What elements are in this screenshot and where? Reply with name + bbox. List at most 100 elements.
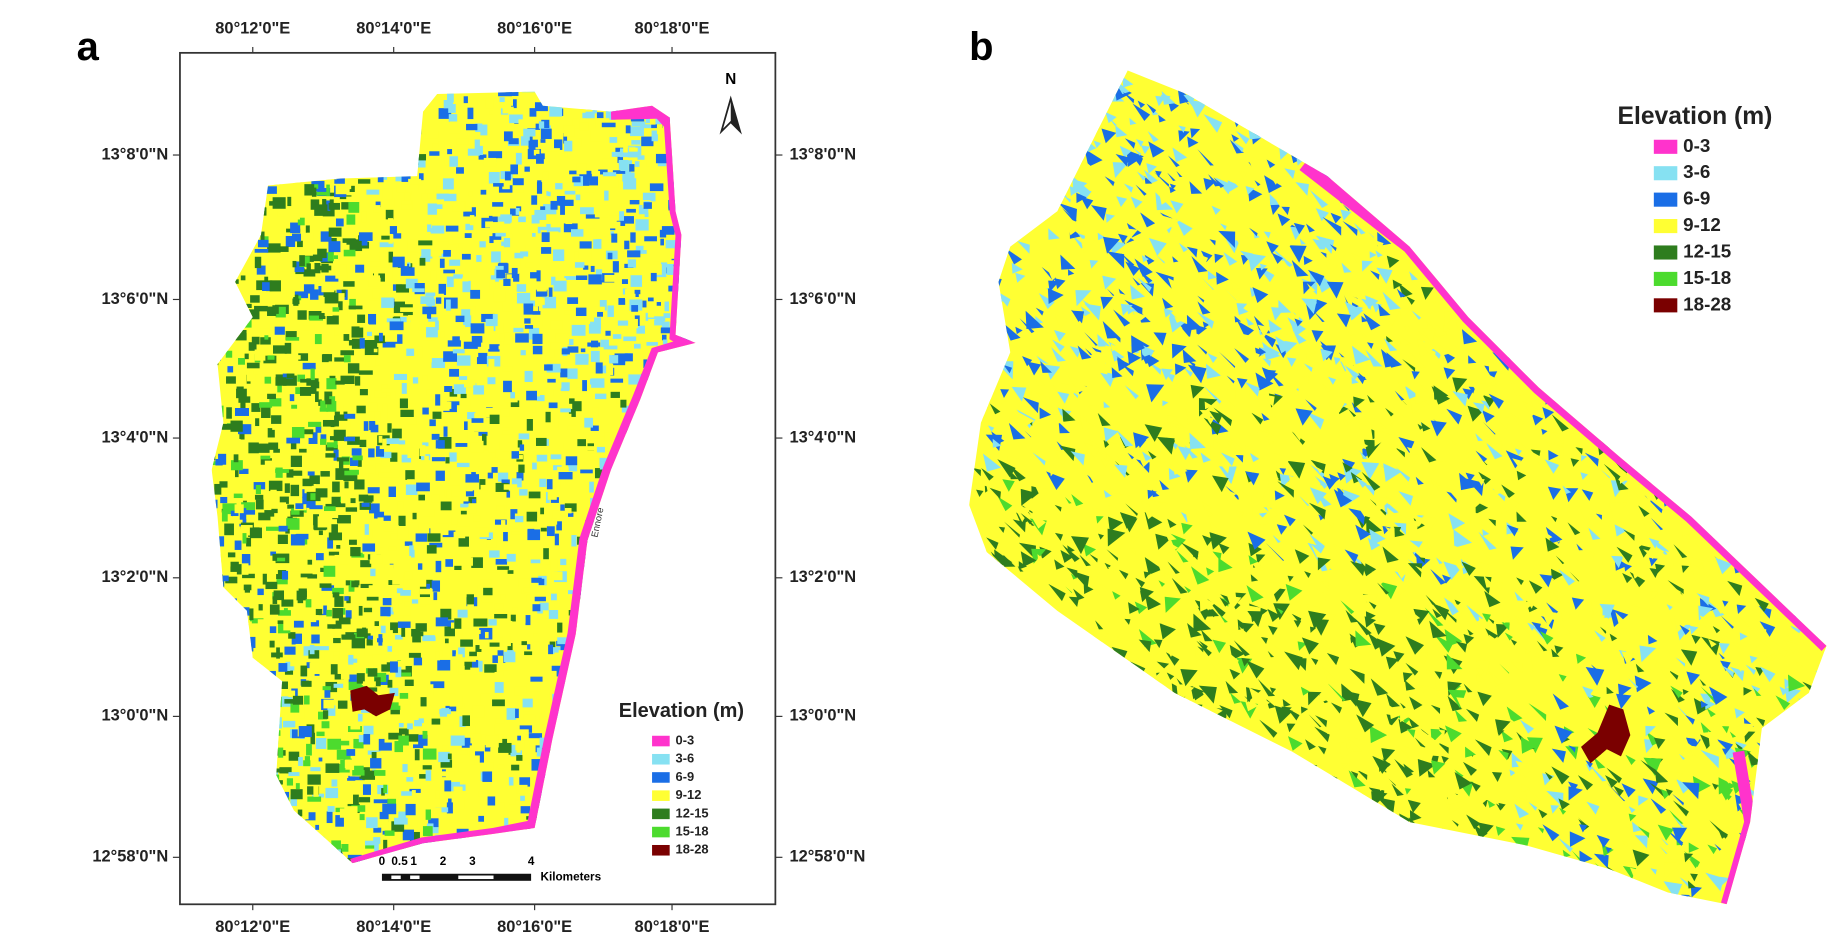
map-patch xyxy=(389,133,398,146)
map-patch xyxy=(514,125,524,133)
map-patch xyxy=(551,839,562,847)
map-patch xyxy=(673,181,683,187)
map-patch xyxy=(437,659,451,671)
map-facet xyxy=(1080,686,1095,701)
map-facet xyxy=(1514,591,1524,601)
map-patch xyxy=(699,356,705,363)
map-facet xyxy=(1791,237,1800,246)
map-patch xyxy=(502,183,510,190)
map-patch xyxy=(541,232,550,243)
map-patch xyxy=(211,99,219,106)
map-patch xyxy=(488,344,500,352)
map-facet xyxy=(1223,252,1238,266)
map-facet xyxy=(1621,445,1629,453)
map-facet xyxy=(1792,749,1806,763)
map-facet xyxy=(1102,320,1121,339)
map-facet xyxy=(1268,319,1282,334)
map-facet xyxy=(1628,341,1641,354)
map-patch xyxy=(461,309,471,316)
map-patch xyxy=(335,109,346,119)
map-facet xyxy=(1153,639,1163,649)
map-facet xyxy=(1209,479,1218,487)
map-patch xyxy=(540,507,545,515)
map-patch xyxy=(683,180,696,186)
map-patch xyxy=(694,352,696,357)
map-patch xyxy=(503,131,513,142)
map-patch xyxy=(471,557,483,568)
map-facet xyxy=(1523,153,1536,166)
map-patch xyxy=(284,646,296,655)
map-facet xyxy=(1524,648,1531,655)
map-patch xyxy=(531,214,540,224)
map-patch xyxy=(279,767,292,774)
map-facet xyxy=(1807,322,1825,340)
map-patch xyxy=(234,146,248,153)
map-facet xyxy=(1689,625,1699,635)
map-patch xyxy=(500,658,510,671)
map-patch xyxy=(422,407,429,415)
map-patch xyxy=(292,620,304,628)
map-patch xyxy=(340,672,350,680)
map-facet xyxy=(1176,628,1187,640)
map-patch xyxy=(232,512,243,524)
map-patch xyxy=(654,477,669,485)
map-facet xyxy=(995,226,1007,238)
map-patch xyxy=(520,136,530,146)
map-patch xyxy=(288,93,302,99)
map-facet xyxy=(1063,836,1082,855)
map-patch xyxy=(548,609,559,619)
map-facet xyxy=(1042,762,1056,776)
map-patch xyxy=(611,488,622,500)
map-facet xyxy=(1555,177,1568,190)
map-patch xyxy=(324,689,331,698)
map-facet xyxy=(1378,303,1391,317)
map-facet xyxy=(1400,860,1410,870)
map-facet xyxy=(1072,629,1084,641)
map-facet xyxy=(1603,126,1610,134)
map-facet xyxy=(1558,192,1573,207)
map-facet xyxy=(1355,106,1366,117)
map-patch xyxy=(328,241,341,253)
map-facet xyxy=(1164,596,1181,613)
map-patch xyxy=(370,554,383,564)
map-facet xyxy=(1818,880,1827,891)
map-patch xyxy=(398,122,412,127)
map-facet xyxy=(1391,214,1402,225)
map-patch xyxy=(489,414,500,425)
map-patch xyxy=(619,554,627,565)
map-facet xyxy=(1022,93,1034,105)
map-patch xyxy=(551,148,560,152)
map-facet xyxy=(1689,70,1697,76)
map-patch xyxy=(618,298,626,305)
map-facet xyxy=(1803,641,1815,653)
map-patch xyxy=(335,218,344,227)
map-facet xyxy=(994,725,1011,743)
map-patch xyxy=(592,753,605,760)
map-patch xyxy=(500,434,511,443)
map-patch xyxy=(494,382,508,387)
map-patch xyxy=(627,868,631,874)
map-patch xyxy=(284,699,295,704)
map-facet xyxy=(1798,504,1815,521)
map-patch xyxy=(313,785,319,797)
map-patch xyxy=(696,669,707,678)
map-patch xyxy=(662,339,668,345)
map-patch xyxy=(299,255,305,267)
map-facet xyxy=(1305,603,1321,619)
map-facet xyxy=(1817,443,1825,452)
map-patch xyxy=(676,457,682,463)
map-patch xyxy=(563,358,569,362)
map-patch xyxy=(284,668,294,675)
map-facet xyxy=(1333,489,1353,508)
map-patch xyxy=(351,638,366,649)
map-facet xyxy=(1287,708,1300,721)
map-patch xyxy=(373,144,383,152)
map-patch xyxy=(329,799,336,810)
map-patch xyxy=(576,275,588,280)
map-facet xyxy=(1155,713,1172,729)
map-patch xyxy=(594,563,602,569)
map-patch xyxy=(633,818,639,825)
map-patch xyxy=(354,527,366,532)
map-patch xyxy=(293,179,303,187)
map-facet xyxy=(1688,92,1699,104)
